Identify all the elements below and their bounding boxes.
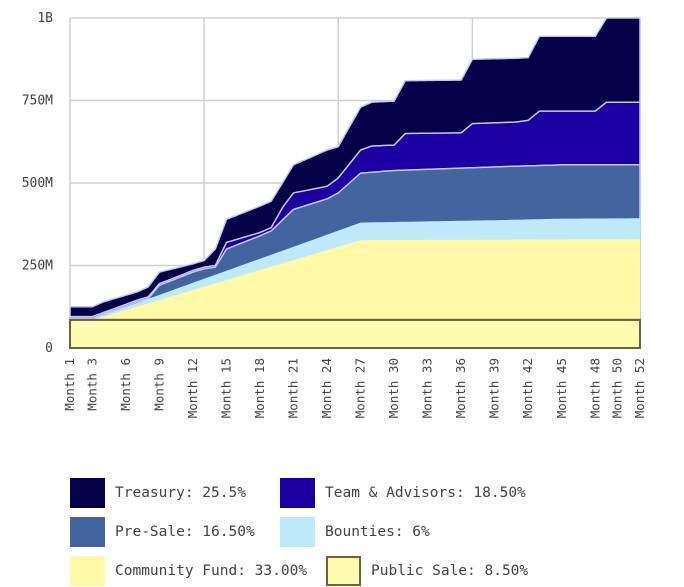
legend-label: Treasury: 25.5% [115, 485, 246, 501]
legend-swatch-community-fund [70, 556, 105, 586]
legend-item-pre-sale[interactable]: Pre-Sale: 16.50% [70, 516, 255, 548]
area-series [69, 17, 641, 350]
x-tick-label: Month 9 [151, 358, 166, 411]
y-tick-label: 500M [22, 176, 53, 191]
legend-item-treasury[interactable]: Treasury: 25.5% [70, 477, 246, 509]
x-tick-label: Month 39 [487, 358, 502, 418]
x-tick-label: Month 15 [218, 358, 233, 418]
x-tick-label: Month 48 [587, 358, 602, 418]
legend-label: Bounties: 6% [325, 524, 430, 540]
x-tick-label: Month 12 [185, 358, 200, 418]
legend-label: Team & Advisors: 18.50% [325, 485, 526, 501]
x-tick-label: Month 33 [420, 358, 435, 418]
area-public-sale-band [69, 318, 641, 350]
x-tick-label: Month 18 [252, 358, 267, 418]
x-tick-label: Month 42 [520, 358, 535, 418]
legend-swatch-bounties [280, 517, 315, 547]
x-tick-label: Month 50 [610, 358, 625, 418]
legend-label: Public Sale: 8.50% [371, 563, 529, 579]
legend-swatch-treasury [70, 478, 105, 508]
x-tick-label: Month 6 [118, 358, 133, 411]
legend-swatch-team-advisors [280, 478, 315, 508]
x-tick-label: Month 45 [554, 358, 569, 418]
x-tick-label: Month 24 [319, 358, 334, 418]
y-axis: 0 250M 500M 750M 1B [22, 11, 53, 356]
x-axis: Month 1 Month 3 Month 6 Month 9 Month 12 Mont… [62, 358, 647, 418]
legend-swatch-public-sale [326, 556, 361, 586]
legend-item-bounties[interactable]: Bounties: 6% [280, 516, 430, 548]
legend-swatch-pre-sale [70, 517, 105, 547]
x-tick-label: Month 3 [84, 358, 99, 411]
x-tick-label: Month 21 [286, 358, 301, 418]
y-tick-label: 250M [22, 259, 53, 274]
legend-item-public-sale[interactable]: Public Sale: 8.50% [326, 555, 528, 587]
legend-label: Community Fund: 33.00% [115, 563, 308, 579]
x-tick-label: Month 27 [353, 358, 368, 418]
legend-item-community-fund[interactable]: Community Fund: 33.00% [70, 555, 307, 587]
y-tick-label: 750M [22, 94, 53, 109]
y-tick-label: 1B [37, 11, 53, 26]
legend-label: Pre-Sale: 16.50% [115, 524, 255, 540]
x-tick-label: Month 1 [62, 358, 77, 411]
x-tick-label: Month 52 [632, 358, 647, 418]
x-tick-label: Month 30 [386, 358, 401, 418]
legend-item-team-advisors[interactable]: Team & Advisors: 18.50% [280, 477, 526, 509]
x-tick-label: Month 36 [453, 358, 468, 418]
y-tick-label: 0 [45, 341, 53, 356]
